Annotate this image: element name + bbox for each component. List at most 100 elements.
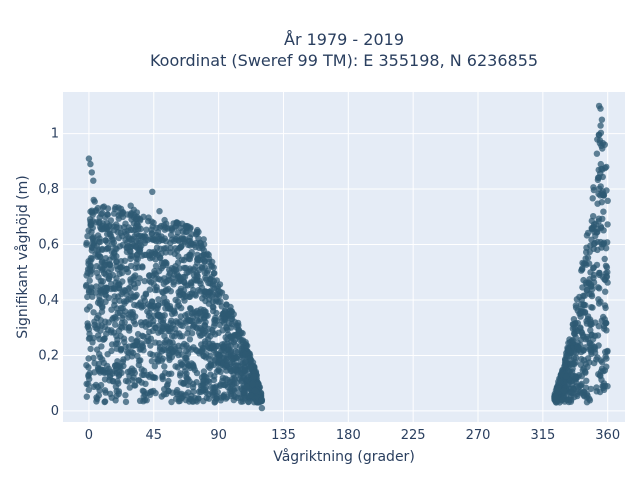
scatter-point (149, 327, 157, 334)
scatter-point (130, 220, 138, 227)
scatter-point (600, 322, 608, 330)
scatter-point (88, 266, 96, 274)
scatter-point (100, 366, 107, 374)
scatter-point (146, 309, 153, 317)
scatter-point (101, 398, 108, 406)
scatter-point (99, 278, 107, 285)
scatter-point (202, 389, 210, 396)
y-tick-label: 0 (51, 404, 59, 419)
scatter-point (603, 163, 610, 171)
scatter-point (85, 355, 92, 362)
scatter-point (118, 269, 126, 277)
scatter-point (114, 377, 121, 385)
scatter-point (594, 332, 602, 339)
scatter-point (121, 257, 128, 264)
x-tick-label: 315 (530, 428, 555, 443)
scatter-point (110, 223, 117, 230)
scatter-point (167, 249, 174, 256)
scatter-point (208, 389, 216, 396)
scatter-point (86, 277, 93, 284)
scatter-point (156, 208, 163, 215)
scatter-point (591, 228, 598, 235)
scatter-point (139, 343, 147, 350)
scatter-point (87, 254, 95, 262)
scatter-point (584, 313, 592, 320)
scatter-point (199, 380, 207, 387)
scatter-point (174, 298, 182, 305)
scatter-point (188, 290, 196, 297)
scatter-point (604, 221, 611, 228)
x-tick-label: 135 (271, 428, 296, 443)
scatter-point (574, 343, 581, 350)
scatter-point (180, 287, 188, 294)
scatter-point (146, 272, 153, 279)
scatter-point (195, 228, 202, 236)
scatter-point (138, 379, 145, 386)
scatter-point (84, 233, 91, 240)
scatter-point (590, 221, 598, 228)
scatter-point (188, 240, 195, 247)
scatter-point (177, 275, 184, 282)
scatter-point (125, 224, 132, 231)
scatter-point (162, 305, 169, 312)
scatter-point (185, 362, 192, 369)
scatter-point (104, 239, 111, 246)
scatter-point (152, 339, 159, 346)
scatter-point (130, 276, 137, 283)
scatter-point (182, 391, 189, 398)
scatter-point (202, 274, 209, 281)
scatter-point (92, 208, 99, 215)
scatter-point (152, 286, 159, 294)
scatter-point (211, 398, 219, 405)
scatter-point (196, 308, 204, 316)
scatter-point (97, 327, 104, 334)
scatter-point (203, 269, 211, 277)
scatter-point (93, 394, 100, 401)
scatter-point (152, 262, 160, 270)
scatter-point (195, 395, 202, 402)
scatter-point (117, 304, 125, 312)
scatter-point (590, 241, 598, 248)
scatter-point (164, 277, 171, 285)
scatter-point (597, 160, 604, 168)
scatter-point (572, 320, 579, 327)
scatter-point (588, 321, 595, 328)
scatter-point (143, 337, 150, 345)
scatter-point (215, 366, 222, 373)
scatter-point (119, 358, 127, 366)
scatter-point (218, 341, 226, 348)
scatter-point (569, 325, 577, 332)
scatter-point (108, 347, 115, 355)
scatter-point (198, 263, 206, 270)
scatter-point (122, 392, 129, 399)
scatter-point (214, 351, 221, 358)
scatter-point (559, 396, 566, 403)
scatter-point (105, 269, 112, 276)
scatter-point (130, 318, 137, 325)
scatter-point (580, 392, 588, 399)
scatter-point (110, 239, 118, 247)
scatter-point (223, 301, 230, 309)
scatter-point (170, 281, 177, 288)
scatter-point (221, 307, 229, 314)
scatter-point (193, 269, 200, 276)
scatter-point (186, 336, 194, 343)
scatter-point (170, 307, 178, 314)
scatter-point (134, 330, 142, 338)
scatter-point (102, 292, 110, 299)
y-tick-label: 0,8 (38, 182, 59, 197)
scatter-point (83, 239, 90, 247)
scatter-point (580, 365, 587, 372)
scatter-point (205, 363, 212, 370)
scatter-point (91, 237, 99, 245)
scatter-point (131, 301, 138, 309)
scatter-point (231, 374, 238, 382)
x-tick-label: 270 (466, 428, 491, 443)
scatter-point (114, 266, 122, 273)
scatter-point (180, 257, 188, 264)
scatter-point (236, 375, 243, 382)
scatter-point (125, 314, 133, 321)
scatter-point (202, 297, 209, 305)
scatter-point (168, 398, 175, 406)
scatter-point (566, 336, 573, 343)
